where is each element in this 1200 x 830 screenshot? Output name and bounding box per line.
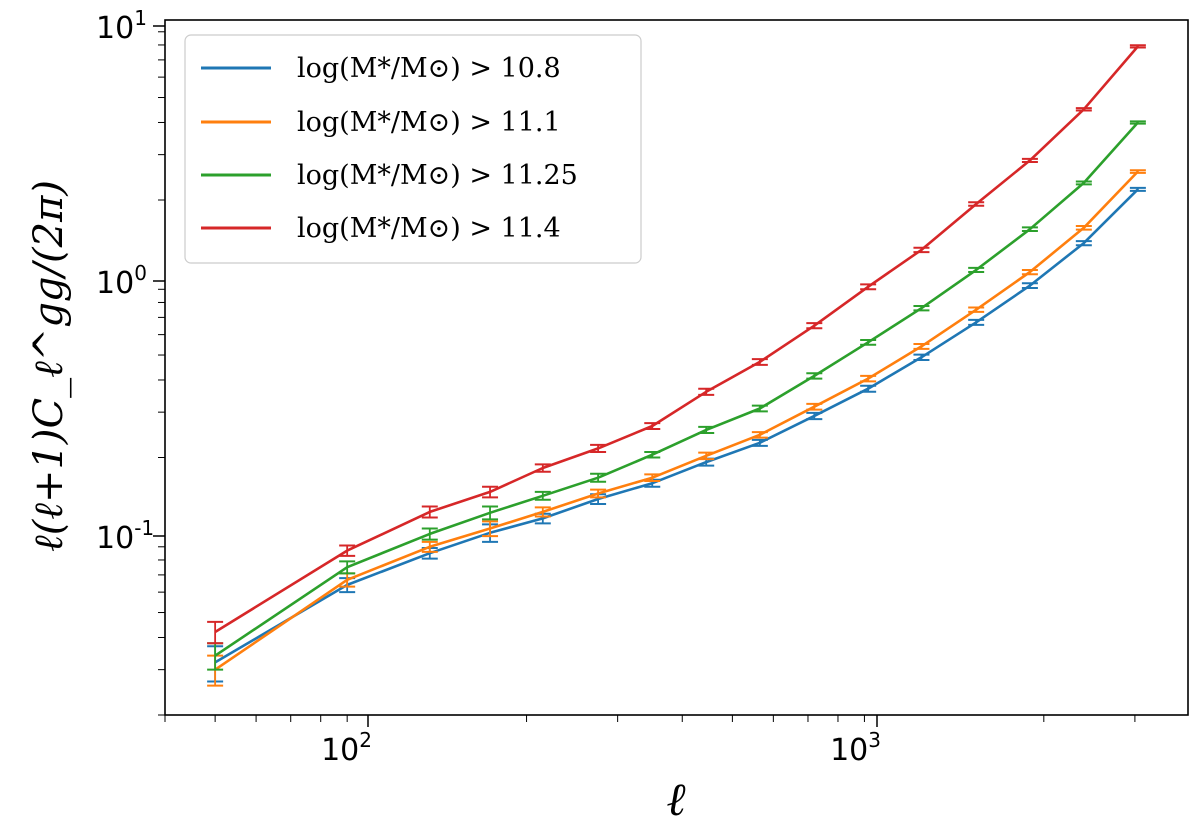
error-bar: [534, 463, 551, 473]
legend-label: log(M*/M⊙) > 11.4: [297, 213, 561, 244]
error-bar: [860, 338, 877, 346]
error-bar: [913, 305, 930, 312]
error-bar: [534, 490, 551, 501]
error-bar: [482, 520, 499, 538]
error-bar: [421, 540, 438, 553]
legend-entry: log(M*/M⊙) > 11.25: [201, 160, 578, 191]
legend: log(M*/M⊙) > 10.8 log(M*/M⊙) > 11.1 log(…: [184, 34, 642, 264]
error-bar: [913, 353, 930, 362]
error-bar: [1021, 268, 1038, 276]
legend-entry: log(M*/M⊙) > 10.8: [201, 53, 561, 84]
error-bar: [860, 374, 877, 383]
error-bar: [913, 342, 930, 350]
error-bar: [968, 306, 985, 313]
error-bar: [751, 431, 768, 439]
y-axis-label: ℓ(ℓ+1)C_ℓ^gg/(2π): [26, 180, 72, 552]
error-bar: [1075, 107, 1092, 112]
legend-entry: log(M*/M⊙) > 11.4: [201, 213, 561, 244]
y-minor-ticks: [158, 31, 165, 716]
legend-box: [184, 34, 642, 264]
series-line: [214, 45, 1139, 634]
error-bar: [968, 201, 985, 207]
error-bar: [207, 620, 224, 645]
series-1: [207, 169, 1146, 687]
error-bar: [913, 246, 930, 254]
error-bar: [644, 422, 661, 431]
legend-label: log(M*/M⊙) > 11.1: [297, 107, 561, 138]
series-line: [214, 121, 1139, 657]
error-bar: [751, 438, 768, 447]
error-bar: [751, 358, 768, 366]
error-bar: [644, 451, 661, 459]
error-bar: [860, 384, 877, 393]
error-bar: [339, 560, 356, 575]
y-tick-label: 100: [96, 261, 147, 301]
error-bar: [968, 318, 985, 326]
error-bar: [806, 322, 823, 330]
error-bar: [1129, 169, 1146, 174]
legend-label: log(M*/M⊙) > 11.25: [297, 160, 578, 191]
error-bar: [534, 506, 551, 518]
error-bar: [339, 544, 356, 557]
series-2: [207, 120, 1146, 671]
error-bar: [1129, 120, 1146, 125]
x-minor-ticks: [164, 715, 1136, 722]
error-bar: [590, 443, 607, 454]
series-3: [207, 44, 1146, 645]
error-bar: [698, 451, 715, 461]
y-tick-label: 10-1: [96, 516, 154, 556]
error-bar: [1021, 157, 1038, 163]
error-bar: [1021, 282, 1038, 290]
series-layer: [207, 44, 1146, 687]
error-bar: [860, 283, 877, 291]
series-line: [214, 188, 1139, 664]
series-line: [214, 170, 1139, 671]
error-bar: [1129, 186, 1146, 192]
y-axis: 10-1 100 101 ℓ(ℓ+1)C_ℓ^gg/(2π): [26, 6, 165, 556]
error-bar: [1075, 224, 1092, 231]
error-bar: [590, 488, 607, 499]
error-bar: [1129, 44, 1146, 49]
error-bar: [421, 505, 438, 519]
error-bar: [644, 473, 661, 483]
error-bar: [482, 505, 499, 521]
error-bar: [698, 387, 715, 396]
x-tick-label: 102: [321, 728, 372, 768]
error-bar: [482, 485, 499, 499]
error-bar: [1075, 240, 1092, 247]
error-bar: [590, 472, 607, 483]
x-tick-label: 103: [830, 728, 881, 768]
error-bar: [1075, 180, 1092, 186]
error-bar: [806, 372, 823, 380]
legend-entry: log(M*/M⊙) > 11.1: [201, 107, 561, 138]
x-axis-label: ℓ: [666, 772, 686, 826]
x-axis: 102 103 ℓ: [321, 715, 881, 826]
error-bar: [698, 425, 715, 434]
legend-label: log(M*/M⊙) > 10.8: [297, 53, 561, 84]
error-bar: [806, 411, 823, 421]
y-tick-label: 101: [96, 6, 147, 46]
error-bar: [421, 527, 438, 541]
error-bar: [806, 402, 823, 411]
error-bar: [968, 266, 985, 274]
error-bar: [1021, 226, 1038, 233]
error-bar: [751, 404, 768, 413]
